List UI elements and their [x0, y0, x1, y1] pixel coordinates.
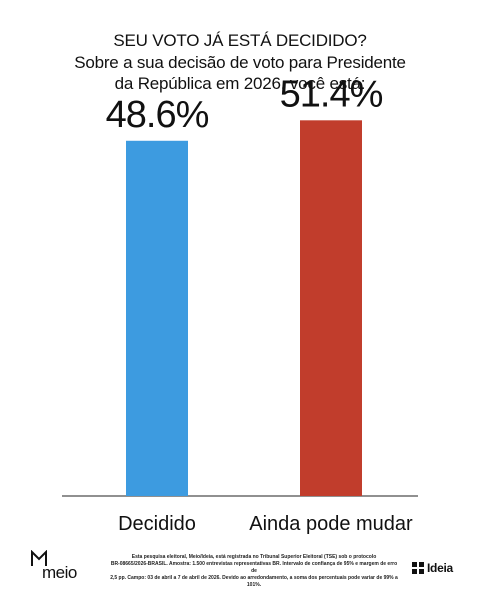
category-label-2: Ainda pode mudar [249, 513, 413, 535]
chart-title-block: SEU VOTO JÁ ESTÁ DECIDIDO? Sobre a sua d… [0, 30, 480, 94]
meio-logo: meio [30, 550, 77, 584]
footer-note: Esta pesquisa eleitoral, Meio/Ideia, est… [108, 554, 400, 589]
meio-logo-text: meio [42, 563, 77, 582]
footer-line-2: BR-08665/2026-BRASIL. Amostra: 1.500 ent… [110, 561, 398, 574]
ideia-mark-icon [412, 562, 424, 574]
bar-2 [300, 120, 362, 496]
chart-subtitle-line-2: da República em 2026, você está: [114, 74, 366, 93]
meio-mark-icon [31, 550, 47, 566]
footer-line-3: 2,5 pp. Campo: 03 de abril a 7 de abril … [110, 575, 398, 588]
chart-title: SEU VOTO JÁ ESTÁ DECIDIDO? [113, 31, 367, 50]
ideia-logo: Ideia [412, 561, 453, 575]
bar-value-label-1: 48.6% [106, 94, 209, 136]
bar-value-label-2: 51.4% [280, 73, 383, 115]
ideia-logo-text: Ideia [427, 561, 453, 575]
category-label-1: Decidido [118, 513, 196, 535]
chart-subtitle-line-1: Sobre a sua decisão de voto para Preside… [74, 53, 406, 72]
bar-1 [126, 140, 188, 496]
footer-line-1: Esta pesquisa eleitoral, Meio/Ideia, est… [131, 554, 377, 560]
